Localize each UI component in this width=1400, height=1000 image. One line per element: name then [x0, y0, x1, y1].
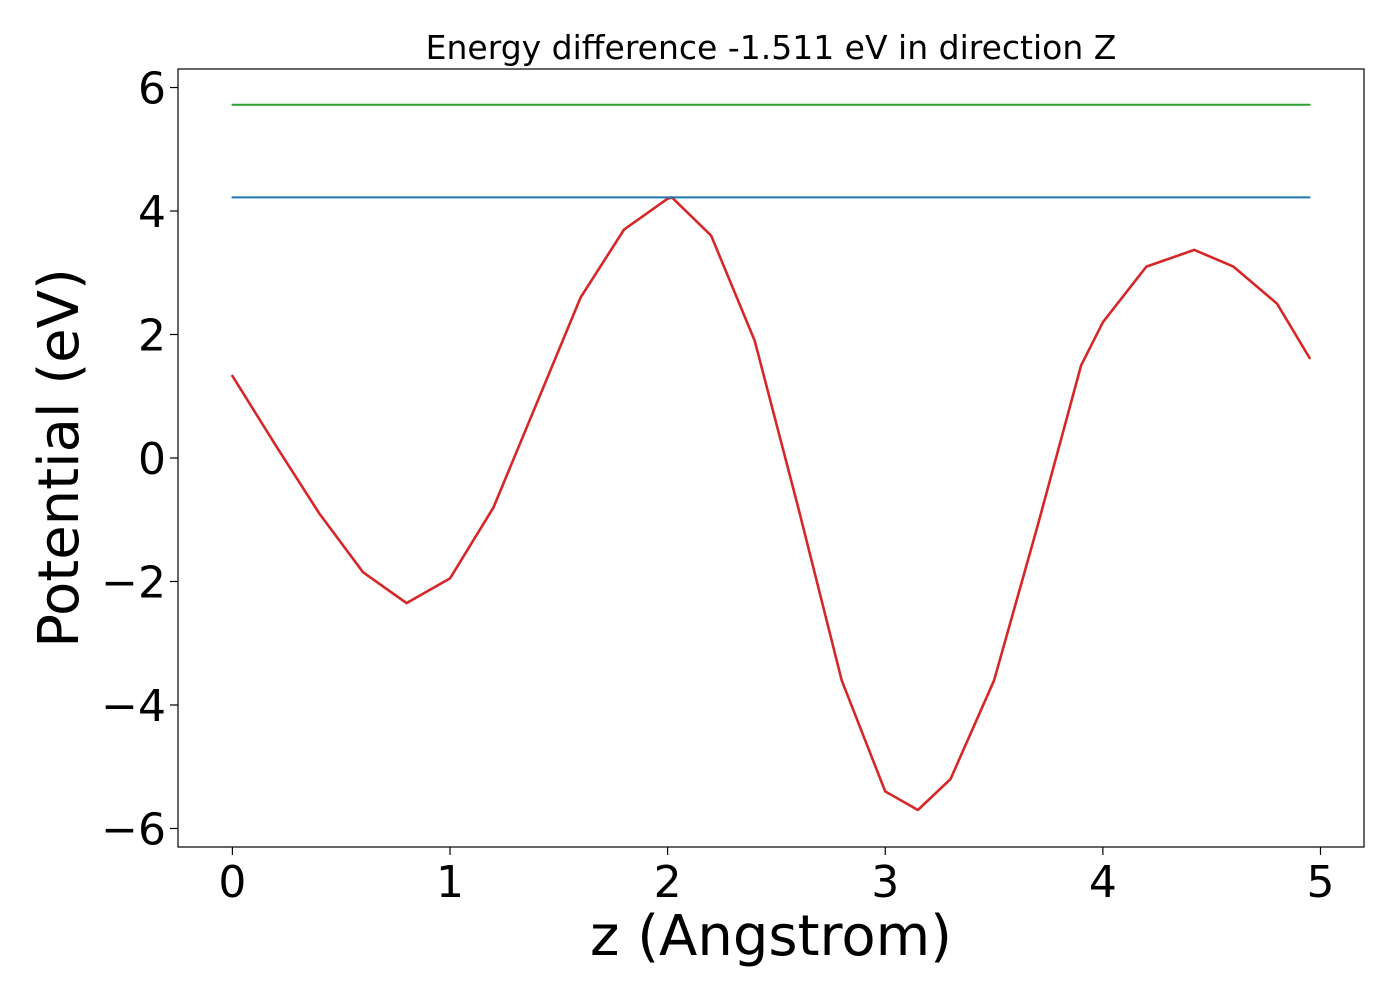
plot-background [178, 69, 1364, 847]
y-tick-label: −6 [101, 804, 166, 855]
x-axis-ticks: 0 1 2 3 4 5 [218, 847, 1334, 908]
y-tick-label: 6 [138, 64, 166, 115]
y-tick-label: 0 [138, 434, 166, 485]
x-tick-label: 5 [1306, 857, 1334, 908]
y-axis-ticks: −6 −4 −2 0 2 4 6 [101, 64, 178, 855]
y-axis-label: Potential (eV) [27, 268, 92, 648]
x-tick-label: 0 [218, 857, 246, 908]
series-layer [231, 103, 1311, 812]
y-tick-label: 4 [138, 187, 166, 238]
x-axis-label: z (Angstrom) [590, 904, 952, 969]
y-tick-label: −2 [101, 557, 166, 608]
x-tick-label: 4 [1089, 857, 1117, 908]
x-tick-label: 1 [436, 857, 464, 908]
series-line-0 [231, 196, 1311, 812]
chart-title: Energy difference -1.511 eV in direction… [426, 28, 1117, 67]
x-tick-label: 2 [654, 857, 682, 908]
x-tick-label: 3 [871, 857, 899, 908]
y-tick-label: −4 [101, 681, 166, 732]
y-tick-label: 2 [138, 311, 166, 362]
